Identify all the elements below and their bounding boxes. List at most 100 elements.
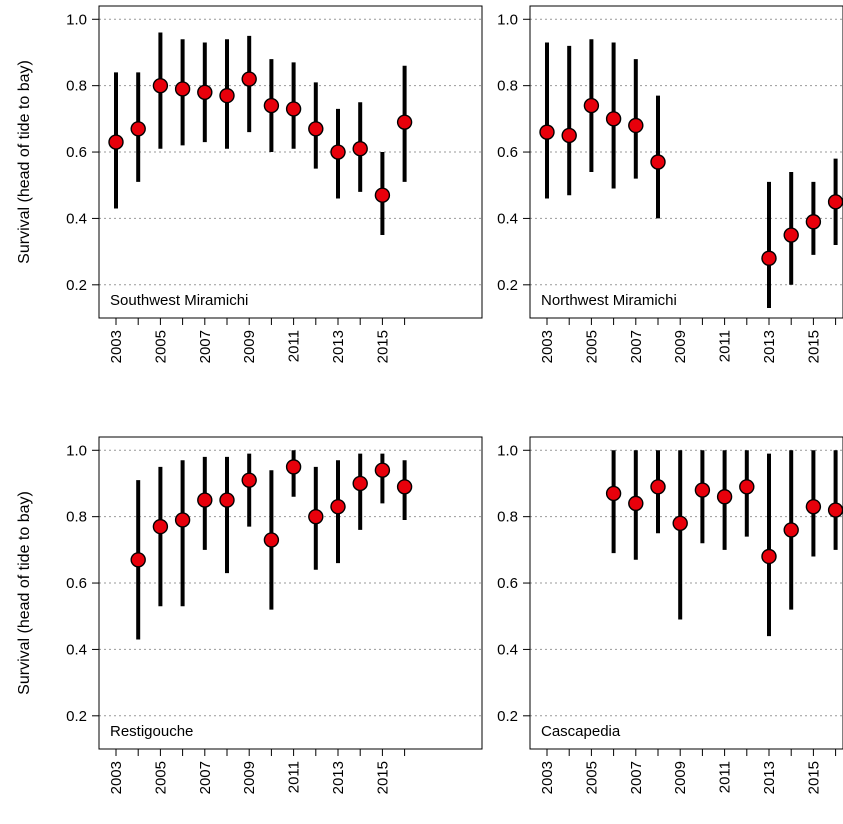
y-tick-label: 1.0 (497, 442, 518, 459)
data-point (650, 479, 666, 495)
data-point (628, 495, 644, 512)
y-tick-label: 0.2 (66, 708, 87, 725)
x-tick-label: 2015 (805, 761, 822, 794)
x-tick-label: 2007 (197, 761, 214, 794)
data-point (285, 101, 302, 117)
series (108, 32, 413, 236)
panel-label: Restigouche (110, 723, 193, 740)
data-point (352, 475, 368, 492)
data-point (783, 227, 799, 243)
plot-frame (529, 5, 843, 319)
y-tick-label: 1.0 (497, 11, 518, 28)
data-point (219, 87, 235, 104)
panel-label: Cascapedia (541, 723, 621, 740)
data-point (605, 111, 622, 127)
data-point (152, 77, 169, 94)
data-point (308, 508, 324, 525)
data-point (672, 515, 688, 531)
x-tick-label: 2015 (374, 330, 391, 363)
y-tick-label: 0.2 (497, 277, 518, 294)
panel-label: Southwest Miramichi (110, 292, 248, 309)
data-point (352, 141, 368, 157)
data-point (650, 154, 666, 170)
data-point (263, 97, 280, 114)
plot-frame (98, 436, 483, 750)
data-point (739, 479, 755, 495)
plot-frame (98, 5, 483, 319)
data-point (805, 214, 822, 230)
data-point (539, 124, 555, 140)
x-tick-label: 2013 (330, 761, 347, 794)
y-tick-label: 0.6 (66, 144, 87, 161)
x-tick-label: 2005 (583, 761, 600, 794)
y-tick-label: 0.8 (497, 78, 518, 95)
panel-label: Northwest Miramichi (541, 292, 677, 309)
x-tick-label: 2007 (628, 761, 645, 794)
x-tick-label: 2009 (241, 761, 258, 794)
panel-2: 0.2 0.4 0.6 0.8 1.0 2003 2005 2007 2009 2011 2013 2… (16, 436, 483, 794)
y-tick-label: 0.6 (497, 575, 518, 592)
x-tick-label: 2007 (628, 330, 645, 363)
data-point (561, 127, 577, 144)
data-point (174, 512, 191, 528)
y-tick-label: 0.8 (66, 509, 87, 526)
data-point (241, 71, 257, 87)
y-axis-title: Survival (head of tide to bay) (16, 491, 33, 695)
data-point (374, 187, 391, 203)
x-tick-label: 2011 (717, 330, 734, 362)
y-axis-title: Survival (head of tide to bay) (16, 60, 33, 264)
x-tick-label: 2013 (330, 330, 347, 363)
x-tick-label: 2011 (286, 761, 303, 793)
data-point (330, 499, 346, 515)
series (130, 450, 413, 640)
x-tick-label: 2003 (108, 761, 125, 794)
y-tick-label: 0.8 (497, 509, 518, 526)
data-point (716, 489, 733, 505)
y-tick-label: 0.4 (497, 210, 518, 227)
data-point (330, 144, 346, 160)
data-point (241, 472, 257, 488)
data-point (130, 121, 146, 137)
data-point (396, 114, 413, 130)
series (605, 450, 843, 637)
panel-1: 0.2 0.4 0.6 0.8 1.0 2003 2005 2007 2009 2011 2013 2… (497, 5, 843, 363)
x-tick-label: 2011 (717, 761, 734, 793)
x-tick-label: 2007 (197, 330, 214, 363)
y-tick-label: 0.2 (497, 708, 518, 725)
data-point (805, 499, 822, 515)
panel-3: 0.2 0.4 0.6 0.8 1.0 2003 2005 2007 2009 2011 2013 2… (497, 436, 843, 794)
series (539, 39, 843, 309)
data-point (827, 502, 843, 518)
data-point (285, 459, 302, 475)
x-tick-label: 2015 (374, 761, 391, 794)
data-point (761, 250, 777, 266)
x-tick-label: 2003 (539, 330, 556, 363)
x-tick-label: 2003 (108, 330, 125, 363)
data-point (152, 518, 169, 535)
x-tick-label: 2009 (672, 761, 689, 794)
data-point (130, 552, 146, 568)
panel-0: 0.2 0.4 0.6 0.8 1.0 2003 2005 2007 2009 2011 2013 2… (16, 5, 483, 363)
data-point (219, 492, 235, 508)
y-tick-label: 0.2 (66, 277, 87, 294)
data-point (628, 117, 644, 134)
x-tick-label: 2011 (286, 330, 303, 362)
x-tick-label: 2005 (583, 330, 600, 363)
data-point (108, 134, 124, 150)
data-point (694, 482, 711, 498)
data-point (374, 462, 391, 478)
x-tick-label: 2003 (539, 761, 556, 794)
y-tick-label: 0.8 (66, 78, 87, 95)
data-point (197, 492, 213, 508)
data-point (396, 479, 413, 495)
data-point (263, 532, 280, 548)
data-point (308, 121, 324, 137)
y-tick-label: 0.6 (497, 144, 518, 161)
data-point (174, 81, 191, 97)
x-tick-label: 2015 (805, 330, 822, 363)
data-point (197, 84, 213, 100)
y-tick-label: 1.0 (66, 442, 87, 459)
y-tick-label: 0.6 (66, 575, 87, 592)
data-point (605, 485, 622, 502)
x-tick-label: 2009 (241, 330, 258, 363)
